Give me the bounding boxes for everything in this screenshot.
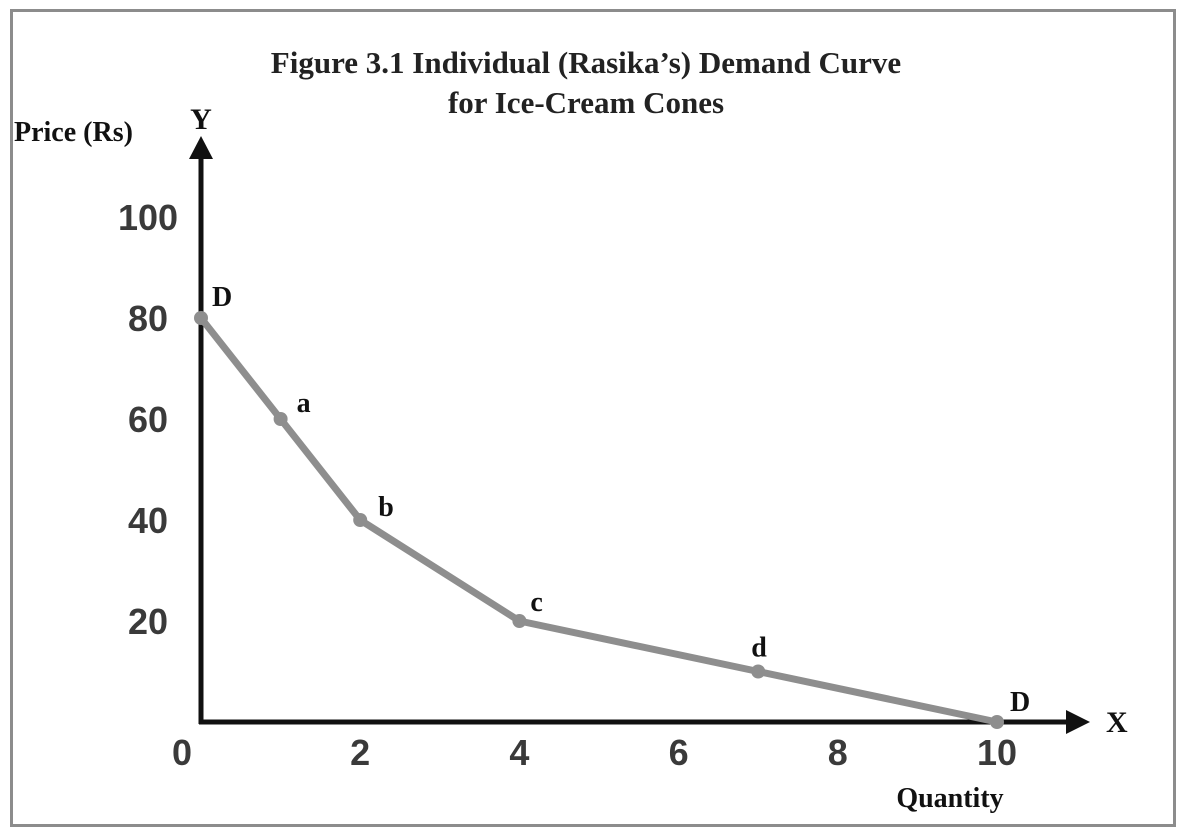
point-label: d bbox=[751, 633, 767, 664]
y-axis-letter: Y bbox=[190, 103, 212, 136]
point-label: b bbox=[378, 492, 394, 523]
point-label: c bbox=[530, 587, 542, 618]
x-tick-label: 2 bbox=[350, 732, 370, 773]
x-tick-label: 6 bbox=[669, 732, 689, 773]
data-point-d bbox=[751, 664, 766, 679]
demand-curve-line bbox=[197, 314, 1001, 726]
origin-label: 0 bbox=[172, 732, 192, 773]
point-label: D bbox=[212, 282, 232, 313]
x-tick-label: 10 bbox=[977, 732, 1017, 773]
x-tick-label: 8 bbox=[828, 732, 848, 773]
x-tick-label: 4 bbox=[509, 732, 529, 773]
chart-subtitle: for Ice-Cream Cones bbox=[448, 85, 724, 120]
x-axis-title: Quantity bbox=[896, 783, 1003, 814]
data-point-b bbox=[353, 513, 368, 527]
y-tick-label: 100 bbox=[118, 197, 178, 238]
point-label: a bbox=[297, 388, 311, 419]
x-axis-arrowhead bbox=[1066, 710, 1090, 734]
data-point-D-end bbox=[990, 715, 1004, 729]
data-point-c bbox=[512, 614, 527, 628]
y-tick-label: 40 bbox=[128, 500, 168, 541]
y-tick-label: 60 bbox=[128, 399, 168, 440]
y-axis-arrowhead bbox=[189, 136, 213, 159]
data-point-D-start bbox=[194, 311, 208, 325]
point-label: D bbox=[1010, 687, 1030, 718]
y-tick-label: 20 bbox=[128, 601, 168, 642]
data-point-a bbox=[273, 412, 288, 426]
chart-title: Figure 3.1 Individual (Rasika’s) Demand … bbox=[271, 45, 901, 80]
y-axis-title: Price (Rs) bbox=[14, 117, 133, 148]
x-axis-letter: X bbox=[1106, 706, 1128, 739]
y-tick-label: 80 bbox=[128, 298, 168, 339]
